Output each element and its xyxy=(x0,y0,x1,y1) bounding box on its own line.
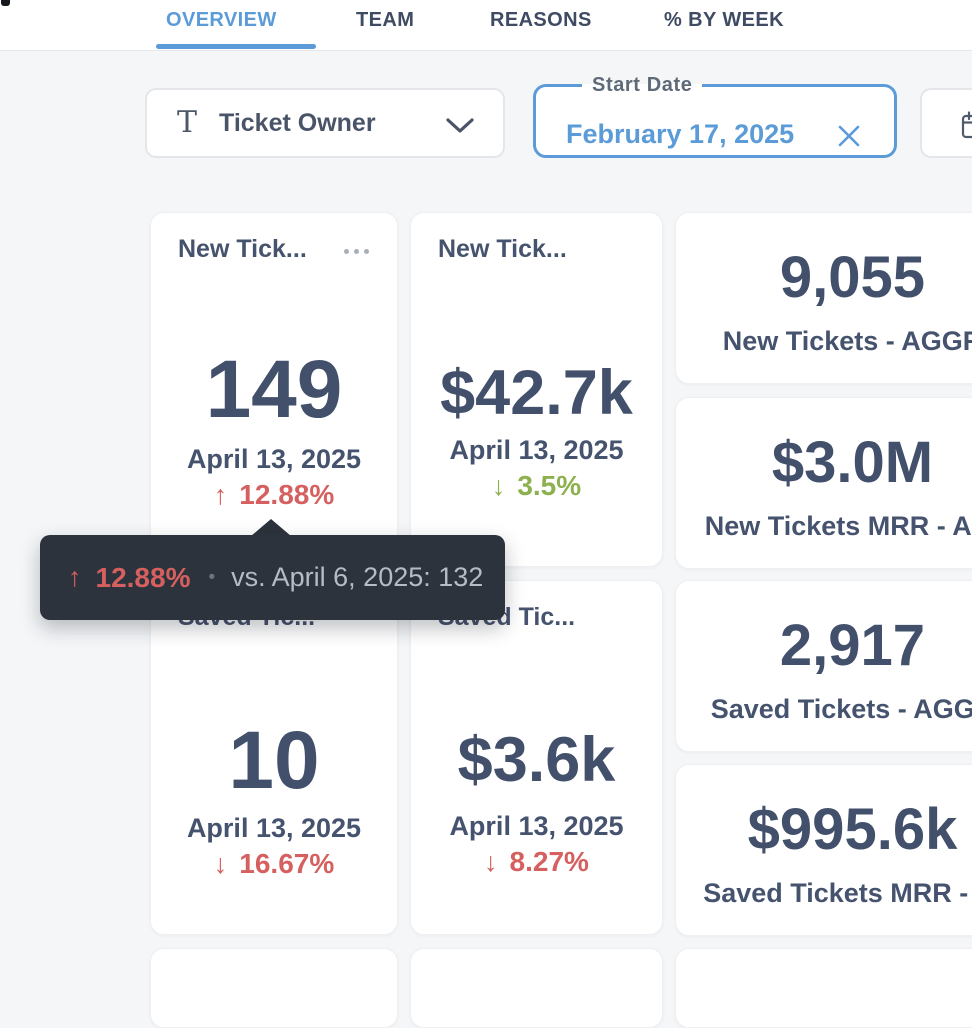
ticket-owner-label: Ticket Owner xyxy=(219,108,376,137)
kpi-value: 10 xyxy=(228,715,320,806)
tooltip-delta: 12.88% xyxy=(95,561,191,593)
tab-team[interactable]: TEAM xyxy=(356,9,415,31)
agg-value: 9,055 xyxy=(779,245,926,310)
agg-label: New Tickets MRR - AG. xyxy=(704,511,972,541)
kpi-delta: ↓ 3.5% xyxy=(491,470,582,501)
start-date-value: February 17, 2025 xyxy=(566,119,795,149)
tooltip-comparison-text: vs. April 6, 2025: 132 xyxy=(231,562,484,592)
card-title: New Tick... xyxy=(178,235,307,263)
card-title: New Tick... xyxy=(438,235,567,263)
kpi-delta: ↑ 12.88% xyxy=(213,479,335,510)
kpi-card-partial[interactable] xyxy=(150,948,398,1028)
kpi-value: $42.7k xyxy=(440,358,633,428)
kpi-delta: ↓ 8.27% xyxy=(484,846,589,877)
agg-value: $3.0M xyxy=(771,430,934,495)
kpi-card-partial[interactable] xyxy=(410,948,663,1028)
text-field-icon: T xyxy=(177,105,198,140)
close-icon[interactable] xyxy=(836,123,862,149)
start-date-label: Start Date xyxy=(592,74,693,96)
kpi-value: $3.6k xyxy=(457,725,616,795)
agg-label: Saved Tickets MRR - A. xyxy=(703,878,972,908)
top-navigation: OVERVIEW TEAM REASONS % BY WEEK xyxy=(0,0,972,51)
active-tab-indicator xyxy=(156,44,316,49)
calendar-icon xyxy=(960,110,972,140)
comparison-tooltip: ↑ 12.88% • vs. April 6, 2025: 132 xyxy=(40,535,505,620)
tab-overview[interactable]: OVERVIEW xyxy=(166,9,277,31)
tab-percent-by-week[interactable]: % BY WEEK xyxy=(664,9,784,31)
end-date-field[interactable] xyxy=(920,88,972,158)
kpi-date: April 13, 2025 xyxy=(186,813,362,843)
agg-label: New Tickets - AGGR xyxy=(722,326,972,356)
agg-value: 2,917 xyxy=(779,613,926,678)
ticket-owner-dropdown[interactable]: T Ticket Owner xyxy=(145,88,505,158)
arrow-up-icon: ↑ xyxy=(213,480,228,510)
tooltip-caret xyxy=(251,519,291,536)
kpi-card-new-tickets[interactable]: New Tick... 149 April 13, 2025 ↑ 12.88% xyxy=(150,212,398,567)
ellipsis-icon[interactable] xyxy=(344,249,369,254)
kpi-date: April 13, 2025 xyxy=(186,444,362,474)
chevron-down-icon xyxy=(445,117,475,134)
tab-reasons[interactable]: REASONS xyxy=(490,9,592,31)
kpi-date: April 13, 2025 xyxy=(449,811,624,841)
arrow-down-icon: ↓ xyxy=(213,849,228,879)
start-date-field[interactable]: Start Date February 17, 2025 xyxy=(533,74,897,158)
agg-label: Saved Tickets - AGGR xyxy=(710,694,972,724)
agg-value: $995.6k xyxy=(747,797,958,862)
kpi-date: April 13, 2025 xyxy=(449,435,624,465)
agg-card-new-tickets-mrr[interactable]: $3.0M New Tickets MRR - AG. xyxy=(675,397,972,569)
kpi-card-new-tickets-mrr[interactable]: New Tick... $42.7k April 13, 2025 ↓ 3.5% xyxy=(410,212,663,567)
screen-corner-artifact xyxy=(1,0,10,6)
kpi-delta: ↓ 16.67% xyxy=(213,848,335,879)
kpi-card-saved-tickets-mrr[interactable]: Saved Tic... $3.6k April 13, 2025 ↓ 8.27% xyxy=(410,580,663,935)
arrow-down-icon: ↓ xyxy=(491,471,506,501)
agg-card-saved-tickets-mrr[interactable]: $995.6k Saved Tickets MRR - A. xyxy=(675,764,972,936)
bullet-separator: • xyxy=(208,566,216,588)
agg-card-partial[interactable] xyxy=(675,948,972,1028)
kpi-card-saved-tickets[interactable]: Saved Tic... 10 April 13, 2025 ↓16.67% xyxy=(150,580,398,935)
arrow-down-icon: ↓ xyxy=(484,847,498,877)
kpi-value: 149 xyxy=(205,344,343,435)
arrow-up-icon: ↑ xyxy=(68,562,82,592)
agg-card-new-tickets[interactable]: 9,055 New Tickets - AGGR xyxy=(675,212,972,384)
agg-card-saved-tickets[interactable]: 2,917 Saved Tickets - AGGR xyxy=(675,580,972,752)
